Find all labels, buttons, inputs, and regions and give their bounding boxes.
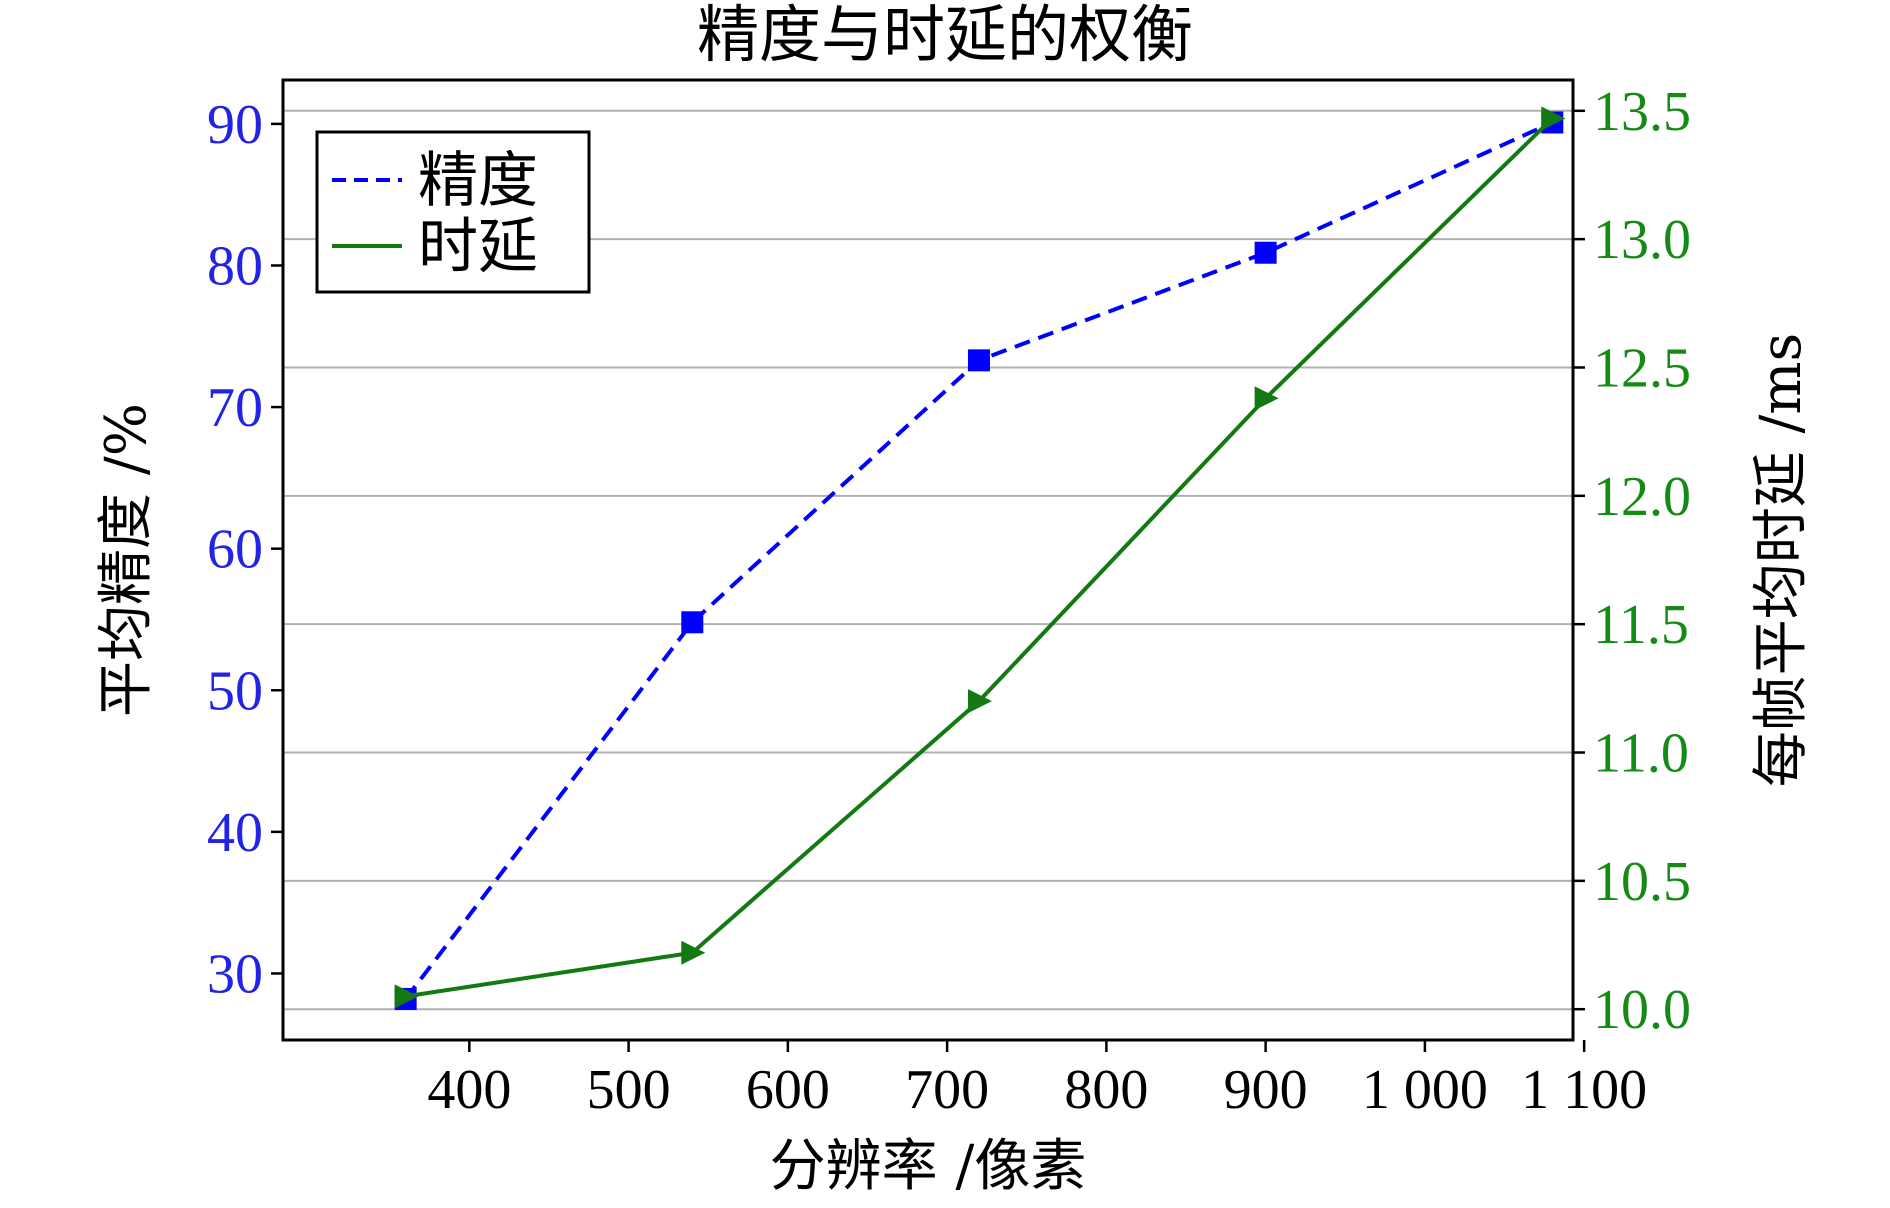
legend-box [315, 130, 591, 294]
x-tick-label: 900 [1224, 1059, 1308, 1121]
x-tick-label: 500 [587, 1059, 671, 1121]
right-tick-label: 12.0 [1593, 466, 1691, 528]
right-axis-label: 每帧平均时延 /ms [1749, 333, 1814, 788]
left-tick-label: 90 [207, 94, 263, 156]
legend-label-accuracy: 精度 [418, 146, 538, 216]
x-tick-label: 1 100 [1521, 1059, 1647, 1121]
accuracy-point [967, 349, 990, 372]
x-tick-label: 800 [1064, 1059, 1148, 1121]
left-tick-label: 30 [207, 943, 263, 1005]
right-tick-label: 12.5 [1593, 337, 1691, 399]
series-layer [394, 106, 1566, 1010]
left-axis-ticks: 30 40 50 60 70 80 90 [207, 94, 283, 1005]
latency-point [681, 940, 706, 965]
latency-point [1254, 386, 1279, 411]
right-axis-ticks: 10.0 10.5 11.0 11.5 12.0 12.5 13.0 13.5 [1573, 81, 1691, 1041]
x-axis-label: 分辨率 /像素 [770, 1134, 1087, 1199]
legend-label-latency: 时延 [418, 212, 538, 282]
x-axis-ticks: 400 500 600 700 800 900 1 000 1 100 [427, 1040, 1647, 1121]
latency-point [1541, 106, 1566, 131]
left-tick-label: 40 [207, 802, 263, 864]
plot-frame [281, 78, 1575, 1042]
latency-point [394, 984, 419, 1009]
accuracy-point [1254, 241, 1277, 264]
left-tick-label: 80 [207, 235, 263, 297]
left-tick-label: 50 [207, 660, 263, 722]
legend: 精度 时延 [315, 130, 591, 294]
x-tick-label: 400 [427, 1059, 511, 1121]
right-tick-label: 10.5 [1593, 851, 1691, 913]
right-tick-label: 11.0 [1593, 723, 1689, 785]
accuracy-point [681, 611, 704, 634]
x-tick-label: 600 [746, 1059, 830, 1121]
x-tick-label: 700 [905, 1059, 989, 1121]
left-tick-label: 70 [207, 377, 263, 439]
right-tick-label: 10.0 [1593, 979, 1691, 1041]
right-tick-label: 11.5 [1593, 594, 1689, 656]
right-tick-label: 13.5 [1593, 81, 1691, 143]
left-axis-label: 平均精度 /% [94, 403, 159, 717]
latency-point [967, 689, 992, 714]
x-tick-label: 1 000 [1362, 1059, 1488, 1121]
chart-title: 精度与时延的权衡 [697, 0, 1193, 71]
left-tick-label: 60 [207, 519, 263, 581]
right-tick-label: 13.0 [1593, 209, 1691, 271]
